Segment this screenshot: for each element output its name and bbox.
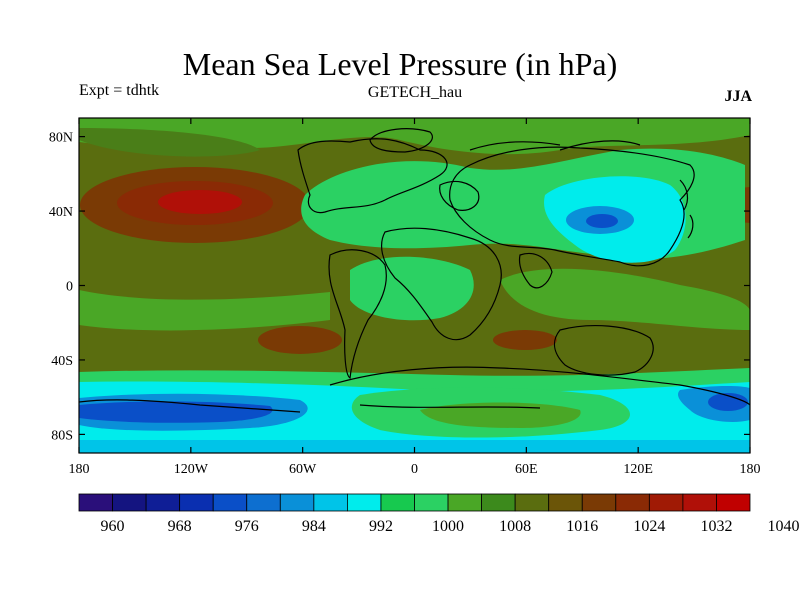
lon-tick-label: 60E xyxy=(515,462,538,477)
colorbar-label: 1040 xyxy=(768,518,800,535)
coast-antarctica xyxy=(79,366,750,413)
map-title: Mean Sea Level Pressure (in hPa) xyxy=(182,46,618,82)
coast-africa xyxy=(381,227,502,341)
lat-tick-label: 80S xyxy=(51,428,73,443)
lat-tick-label: 40N xyxy=(49,205,73,220)
lon-tick-label: 60W xyxy=(289,462,317,477)
coast-india xyxy=(518,252,553,289)
lat-tick-label: 80N xyxy=(49,131,73,146)
field-antarctic-dark xyxy=(420,402,581,428)
field-south-pacific-high xyxy=(258,326,342,354)
colorbar-swatch xyxy=(246,493,281,512)
field-southern-pacific-core-low xyxy=(79,401,273,423)
lon-tick-label: 180 xyxy=(69,462,90,477)
lon-tick-label: 120E xyxy=(623,462,653,477)
field-tropical-indo-low xyxy=(500,268,750,330)
lat-tick-label: 0 xyxy=(66,280,73,295)
colorbar-label: 976 xyxy=(235,518,259,535)
coast-north-america xyxy=(297,138,448,214)
colorbar-swatch xyxy=(112,493,147,512)
colorbar-swatch xyxy=(548,493,583,512)
coast-east-asia-islands xyxy=(679,179,694,239)
colorbar-swatch xyxy=(716,493,751,512)
colorbar-label: 1024 xyxy=(633,518,665,535)
dataset-label: GETECH_hau xyxy=(367,84,463,101)
field-tropical-atlantic-low xyxy=(350,256,474,321)
field-polar-cap xyxy=(79,440,750,453)
colorbar-swatch xyxy=(179,493,214,512)
field-tropical-pacific-band xyxy=(79,290,330,331)
coast-europe xyxy=(439,180,480,211)
colorbar-label: 1008 xyxy=(499,518,531,535)
colorbar-swatch xyxy=(682,493,717,512)
coast-eurasia xyxy=(449,146,695,267)
colorbar-swatch xyxy=(212,493,248,512)
colorbar: 960 968 976 984 992 1000 1008 1016 1024 1032 1040 xyxy=(78,493,800,535)
colorbar-label: 984 xyxy=(302,518,326,535)
colorbar-swatch xyxy=(78,493,113,512)
field-pacific-high-core xyxy=(158,190,242,214)
experiment-label: Expt = tdhtk xyxy=(79,82,160,99)
latitude-axis: 80N 40N 0 40S 80S xyxy=(49,131,750,443)
colorbar-swatch xyxy=(514,493,550,512)
colorbar-swatch xyxy=(313,493,348,512)
season-label: JJA xyxy=(724,88,752,105)
coast-australia xyxy=(554,325,654,376)
colorbar-label: 1000 xyxy=(432,518,464,535)
colorbar-swatch xyxy=(279,493,315,512)
colorbar-swatch xyxy=(145,493,181,512)
lat-tick-label: 40S xyxy=(51,354,73,369)
longitude-axis: 180 120W 60W 0 60E 120E 180 xyxy=(69,118,761,477)
colorbar-label: 1032 xyxy=(700,518,732,535)
colorbar-swatch xyxy=(615,493,650,512)
coast-greenland xyxy=(369,128,433,153)
field-southern-east-core xyxy=(708,393,748,411)
coast-south-america xyxy=(328,249,387,379)
colorbar-label: 960 xyxy=(101,518,125,535)
colorbar-swatch xyxy=(648,493,684,512)
colorbar-label: 992 xyxy=(369,518,393,535)
colorbar-swatch xyxy=(581,493,617,512)
lon-tick-label: 0 xyxy=(411,462,418,477)
field-north-pacific-low xyxy=(79,128,260,157)
colorbar-label: 1016 xyxy=(566,518,598,535)
field-south-indian-high xyxy=(493,330,557,350)
colorbar-swatch xyxy=(481,493,516,512)
field-asia-low-core xyxy=(586,214,618,228)
colorbar-label: 968 xyxy=(168,518,192,535)
coastlines xyxy=(79,128,750,413)
pressure-field xyxy=(79,118,750,453)
lon-tick-label: 120W xyxy=(174,462,209,477)
colorbar-swatch xyxy=(380,493,415,512)
colorbar-swatch xyxy=(346,493,382,512)
colorbar-swatch xyxy=(414,493,449,512)
lon-tick-label: 180 xyxy=(740,462,761,477)
colorbar-swatch xyxy=(447,493,482,512)
coast-siberia xyxy=(469,140,641,151)
